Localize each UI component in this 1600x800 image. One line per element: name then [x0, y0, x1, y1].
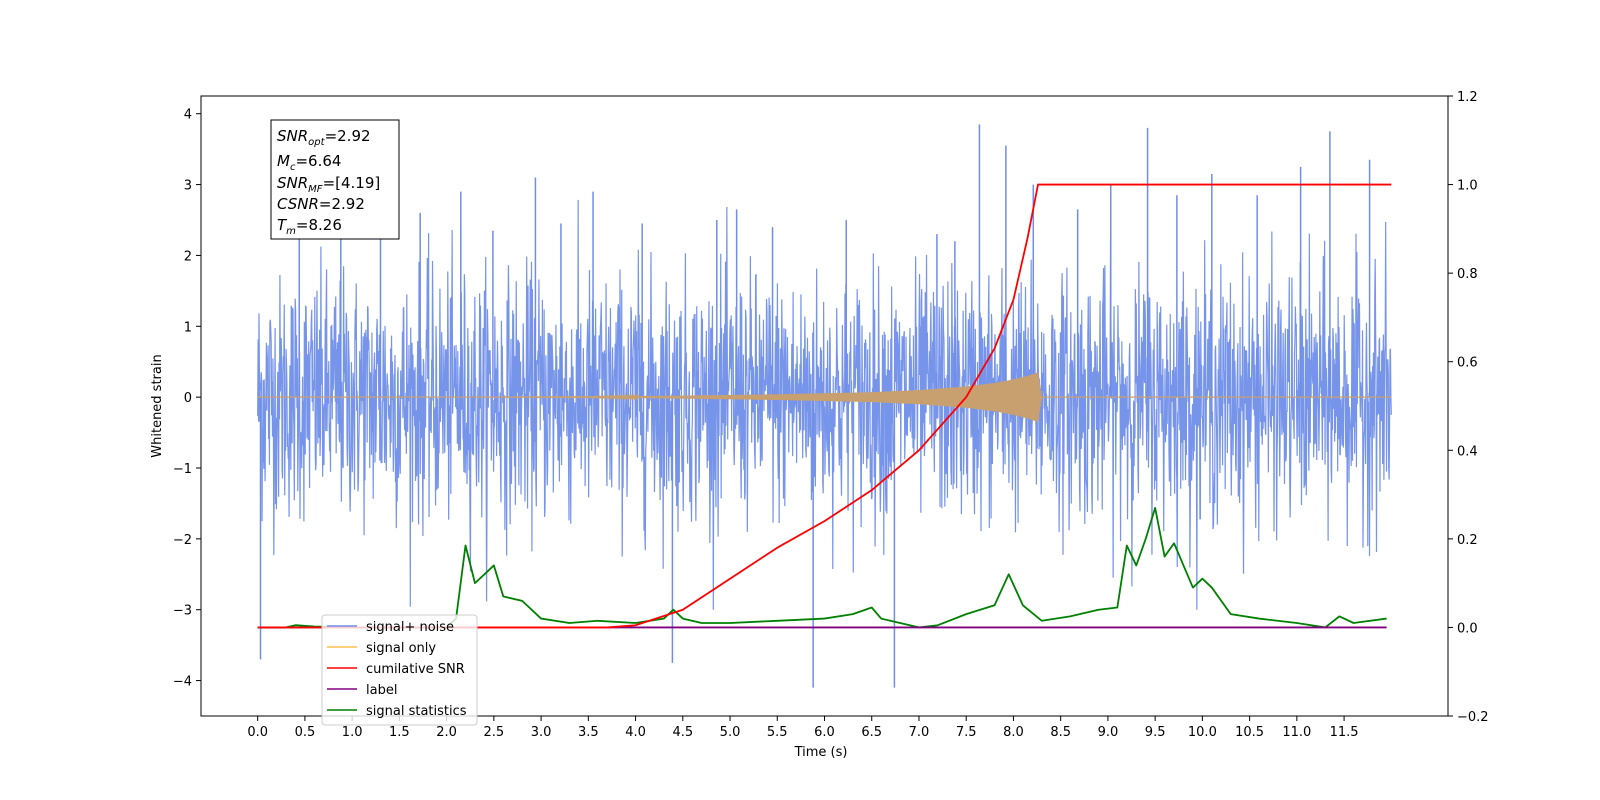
x-tick-label: 8.5: [1050, 725, 1071, 740]
annotation-csnr: CSNR=2.92: [277, 195, 365, 213]
y2-tick-label: 1.2: [1457, 90, 1478, 105]
legend-frame: [321, 614, 478, 726]
annotation-box: SNRopt=2.92 Mc=6.64 SNRMF=[4.19] CSNR=2.…: [270, 119, 400, 240]
x-tick-label: 1.0: [342, 725, 363, 740]
y-tick-label: −1: [173, 462, 192, 477]
series-layer: [257, 124, 1392, 688]
x-tick-label: 5.5: [767, 725, 788, 740]
y-tick-label: 3: [184, 179, 192, 194]
annotation-snr-opt: SNRopt=2.92: [277, 127, 371, 148]
legend-label-cumulative-snr: cumilative SNR: [366, 662, 465, 677]
x-tick-label: 7.5: [956, 725, 977, 740]
x-tick-label: 5.0: [720, 725, 741, 740]
legend-entry-label: label: [327, 683, 397, 698]
x-tick-label: 0.0: [247, 725, 268, 740]
x-tick-label: 2.0: [436, 725, 457, 740]
annotation-mc: Mc=6.64: [277, 152, 341, 173]
x-tick-label: 7.0: [909, 725, 930, 740]
x-tick-label: 11.5: [1330, 725, 1359, 740]
legend-entry-signal-only: signal only: [327, 641, 436, 656]
x-tick-label: 3.0: [531, 725, 552, 740]
series-signal-only: [257, 372, 1392, 422]
y-axis-left: 4 3 2 1 0 −1 −2 −3 −4: [173, 108, 201, 690]
x-tick-label: 10.5: [1235, 725, 1264, 740]
annotation-frame: [270, 119, 400, 240]
legend-label-label: label: [366, 683, 397, 698]
y-axis-label: Whitened strain: [150, 354, 165, 457]
series-signal-noise: [257, 199, 1392, 610]
legend-label-signal-statistics: signal statistics: [366, 704, 467, 719]
y-axis-right: 1.2 1.0 0.8 0.6 0.4 0.2 0.0 −0.2: [1448, 90, 1489, 725]
x-tick-label: 9.0: [1098, 725, 1119, 740]
y2-tick-label: −0.2: [1457, 710, 1489, 725]
series-cumulative-snr: [257, 183, 1392, 629]
x-axis-label: Time (s): [794, 745, 848, 760]
annotation-snr-mf: SNRMF=[4.19]: [277, 174, 380, 195]
y2-tick-label: 0.2: [1457, 533, 1478, 548]
annotation-tm: Tm=8.26: [277, 216, 342, 237]
legend-label-signal-noise: signal+ noise: [366, 620, 454, 635]
legend-entry-signal-noise: signal+ noise: [327, 620, 454, 635]
x-tick-label: 6.0: [814, 725, 835, 740]
legend-entry-signal-statistics: signal statistics: [327, 704, 467, 719]
y2-tick-label: 0.0: [1457, 621, 1478, 636]
y-tick-label: 2: [184, 249, 192, 264]
x-tick-label: 4.5: [672, 725, 693, 740]
y2-tick-label: 1.0: [1457, 179, 1478, 194]
y2-tick-label: 0.6: [1457, 356, 1478, 371]
legend-label-signal-only: signal only: [366, 641, 436, 656]
x-tick-label: 11.0: [1282, 725, 1311, 740]
series-signal-noise-spikes: [259, 124, 1371, 688]
y-tick-label: −2: [173, 533, 192, 548]
y-tick-label: 1: [184, 320, 192, 335]
y-tick-label: 4: [184, 108, 192, 123]
legend-entry-cumulative-snr: cumilative SNR: [327, 662, 465, 677]
x-tick-label: 0.5: [295, 725, 316, 740]
x-tick-label: 4.0: [625, 725, 646, 740]
x-tick-label: 1.5: [389, 725, 410, 740]
x-tick-label: 10.0: [1188, 725, 1217, 740]
x-axis: 0.0 0.5 1.0 1.5 2.0 2.5 3.0 3.5 4.0 4.5 5.0 5.5 6.0 6…: [247, 716, 1359, 740]
x-tick-label: 3.5: [578, 725, 599, 740]
y2-tick-label: 0.8: [1457, 267, 1478, 282]
series-signal-statistics: [257, 506, 1387, 629]
x-tick-label: 8.0: [1003, 725, 1024, 740]
y-tick-label: 0: [184, 391, 192, 406]
x-tick-label: 9.5: [1145, 725, 1166, 740]
y2-tick-label: 0.4: [1457, 444, 1478, 459]
x-tick-label: 2.5: [484, 725, 505, 740]
y-tick-label: −4: [173, 675, 192, 690]
legend: signal+ noise signal only cumilative SNR…: [321, 614, 478, 726]
y-tick-label: −3: [173, 604, 192, 619]
x-tick-label: 6.5: [861, 725, 882, 740]
